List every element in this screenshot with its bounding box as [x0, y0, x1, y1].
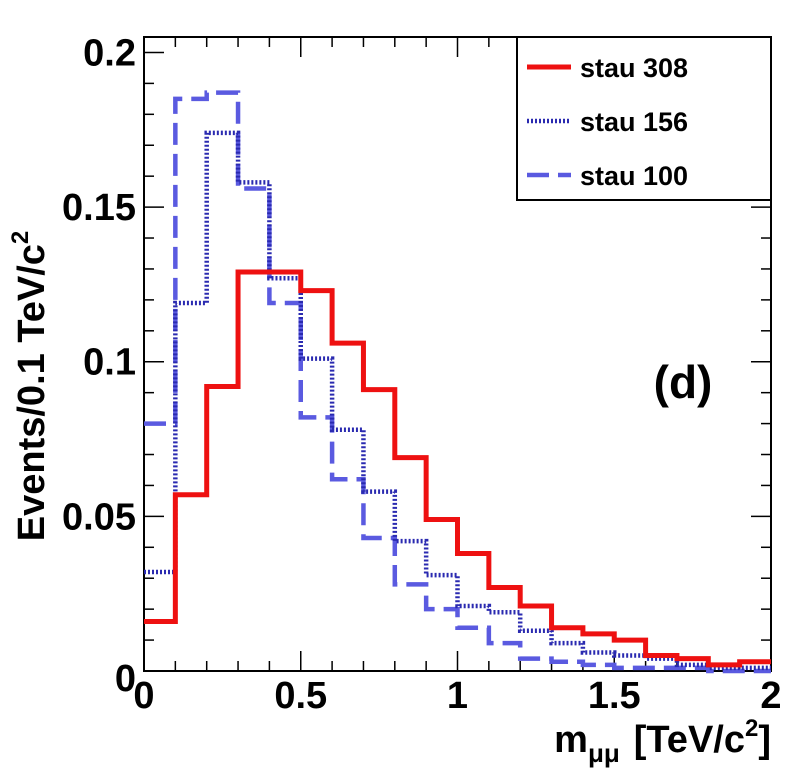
- y-tick-label: 0.1: [83, 342, 136, 384]
- x-tick-label: 2: [760, 675, 781, 717]
- legend-label: stau 100: [580, 161, 688, 191]
- x-axis-title-sub: μμ: [588, 738, 620, 768]
- series-line-stau-100: [144, 90, 771, 674]
- panel-label: (d): [654, 356, 713, 408]
- y-tick-label: 0.15: [62, 187, 136, 229]
- tick-labels: 0 0.5 1 1.5 2 0 0.05 0.1 0.15 0.2: [62, 32, 782, 717]
- legend-label: stau 308: [580, 53, 688, 83]
- x-tick-label: 0.5: [274, 675, 327, 717]
- x-axis-title: mμμ [TeV/c2]: [554, 715, 771, 768]
- x-axis-title-unit: [TeV/c: [634, 719, 745, 761]
- legend: stau 308 stau 156 stau 100: [516, 36, 772, 201]
- series-group: [144, 90, 771, 674]
- y-tick-label: 0.05: [62, 496, 136, 538]
- x-tick-label: 1: [447, 675, 468, 717]
- y-axis-title-power: 2: [7, 231, 34, 244]
- x-axis-title-unit-end: ]: [758, 719, 771, 761]
- x-axis-title-unit-power: 2: [745, 715, 758, 742]
- legend-label: stau 156: [580, 107, 688, 137]
- x-axis-title-main: m: [554, 719, 588, 761]
- x-tick-label: 1.5: [588, 675, 641, 717]
- y-tick-label: 0: [115, 658, 136, 700]
- legend-entries: stau 308 stau 156 stau 100: [527, 53, 688, 191]
- y-axis-title-main: Events/0.1 TeV/c: [11, 244, 53, 541]
- y-tick-label: 0.2: [83, 32, 136, 74]
- series-line-stau-308: [144, 269, 771, 668]
- y-axis-title: Events/0.1 TeV/c2: [7, 231, 53, 541]
- x-tick-label: 0: [133, 675, 154, 717]
